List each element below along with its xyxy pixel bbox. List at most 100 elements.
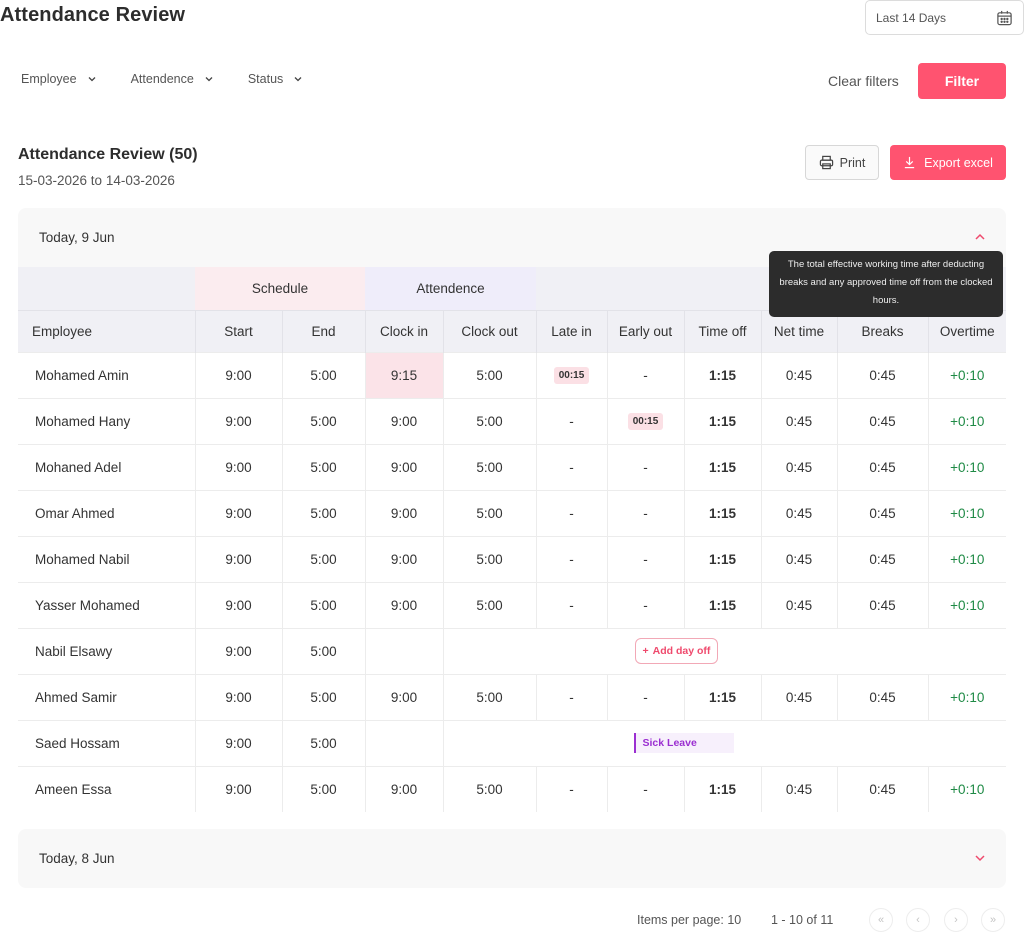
employee-name: Ameen Essa	[18, 765, 196, 812]
employee-name: Mohamed Nabil	[18, 535, 196, 582]
chevron-down-icon[interactable]	[974, 852, 986, 864]
early-out-value: -	[607, 673, 685, 720]
clock-in-time: 9:00	[365, 535, 444, 582]
group-header-schedule: Schedule	[195, 267, 366, 310]
printer-icon	[819, 155, 833, 170]
next-page-button[interactable]: ›	[944, 908, 968, 932]
end-time: 5:00	[282, 443, 366, 490]
employee-name: Yasser Mohamed	[18, 581, 196, 628]
prev-page-button[interactable]: ‹	[906, 908, 930, 932]
end-time: 5:00	[282, 397, 366, 444]
status-filter-label: Status	[247, 72, 284, 86]
time-off-value: 1:15	[684, 765, 762, 812]
overtime-value: +0:10	[928, 535, 1007, 582]
table-row: Mohamed Amin 9:00 5:00 9:15 5:00 00:15 -…	[18, 351, 1007, 398]
export-label: Export excel	[924, 155, 993, 170]
early-out-value: -	[607, 581, 685, 628]
breaks-value: 0:45	[837, 535, 929, 582]
column-header-time-off: Time off	[684, 309, 762, 352]
net-time-value: 0:45	[761, 397, 838, 444]
table-row: Mohamed Hany 9:00 5:00 9:00 5:00 - 00:15…	[18, 397, 1007, 444]
late-in-value: -	[536, 397, 608, 444]
chevron-down-icon	[205, 77, 213, 82]
time-off-value: 1:15	[684, 535, 762, 582]
net-time-value: 0:45	[761, 581, 838, 628]
employee-name: Nabil Elsawy	[18, 627, 196, 674]
breaks-value: 0:45	[837, 673, 929, 720]
employee-name: Omar Ahmed	[18, 489, 196, 536]
clock-out-time: 5:00	[443, 581, 537, 628]
attendance-filter-dropdown[interactable]: Attendence	[131, 72, 214, 86]
late-in-value: -	[536, 535, 608, 582]
clock-out-time: 5:00	[443, 765, 537, 812]
page-range: 1 - 10 of 11	[771, 913, 834, 927]
review-title: Attendance Review (50)	[18, 146, 198, 163]
late-in-value: -	[536, 673, 608, 720]
early-out-value: -	[607, 535, 685, 582]
start-time: 9:00	[195, 581, 283, 628]
column-header-clock-out: Clock out	[443, 309, 537, 352]
table-row: Mohamed Nabil 9:00 5:00 9:00 5:00 - - 1:…	[18, 535, 1007, 582]
last-page-button[interactable]: »	[981, 908, 1005, 932]
time-off-value: 1:15	[684, 581, 762, 628]
clock-in-empty	[365, 627, 444, 674]
late-in-value: -	[536, 443, 608, 490]
day-section-collapsed[interactable]: Today, 8 Jun	[18, 829, 1006, 888]
column-header-early-out: Early out	[607, 309, 685, 352]
employee-filter-dropdown[interactable]: Employee	[21, 72, 97, 86]
add-day-off-button[interactable]: + Add day off	[634, 638, 719, 664]
filter-button[interactable]: Filter	[918, 63, 1006, 99]
start-time: 9:00	[195, 719, 283, 766]
employee-name: Ahmed Samir	[18, 673, 196, 720]
column-header-late-in: Late in	[536, 309, 608, 352]
overtime-value: +0:10	[928, 397, 1007, 444]
column-header-clock-in: Clock in	[365, 309, 444, 352]
attendance-table: Schedule Attendence Employee Start End C…	[18, 267, 1007, 812]
table-row: Yasser Mohamed 9:00 5:00 9:00 5:00 - - 1…	[18, 581, 1007, 628]
review-date-range: 15-03-2026 to 14-03-2026	[18, 173, 175, 188]
calendar-icon	[997, 10, 1012, 26]
group-header-blank	[18, 267, 195, 310]
time-off-value: 1:15	[684, 443, 762, 490]
print-label: Print	[839, 155, 866, 170]
start-time: 9:00	[195, 397, 283, 444]
overtime-value: +0:10	[928, 765, 1007, 812]
items-per-page[interactable]: Items per page: 10	[637, 913, 742, 927]
start-time: 9:00	[195, 535, 283, 582]
late-in-value: -	[536, 489, 608, 536]
clear-filters-link[interactable]: Clear filters	[828, 73, 899, 89]
net-time-value: 0:45	[761, 489, 838, 536]
table-row: Nabil Elsawy 9:00 5:00 + Add day off	[18, 627, 1007, 674]
overtime-value: +0:10	[928, 581, 1007, 628]
date-range-label: Last 14 Days	[876, 10, 947, 25]
clock-out-time: 5:00	[443, 351, 537, 398]
date-range-picker[interactable]: Last 14 Days	[865, 0, 1024, 35]
start-time: 9:00	[195, 673, 283, 720]
column-header-employee: Employee	[18, 309, 196, 352]
print-button[interactable]: Print	[805, 145, 879, 180]
filter-bar: Employee Attendence Status	[21, 72, 337, 86]
end-time: 5:00	[282, 627, 366, 674]
status-filter-dropdown[interactable]: Status	[248, 72, 303, 86]
overtime-value: +0:10	[928, 673, 1007, 720]
net-time-value: 0:45	[761, 673, 838, 720]
late-in-value: -	[536, 765, 608, 812]
chevron-up-icon[interactable]	[974, 231, 986, 243]
time-off-value: 1:15	[684, 673, 762, 720]
time-off-value: 1:15	[684, 489, 762, 536]
plus-icon: +	[642, 645, 649, 657]
first-page-button[interactable]: «	[869, 908, 893, 932]
day-header-label: Today, 9 Jun	[39, 230, 115, 245]
breaks-value: 0:45	[837, 443, 929, 490]
end-time: 5:00	[282, 489, 366, 536]
clock-in-time: 9:00	[365, 443, 444, 490]
chevron-down-icon	[294, 77, 302, 82]
export-excel-button[interactable]: Export excel	[890, 145, 1006, 180]
net-time-value: 0:45	[761, 351, 838, 398]
early-out-value: -	[607, 489, 685, 536]
download-icon	[904, 156, 915, 169]
attendance-filter-label: Attendence	[130, 72, 194, 86]
table-row: Ahmed Samir 9:00 5:00 9:00 5:00 - - 1:15…	[18, 673, 1007, 720]
clock-out-time: 5:00	[443, 489, 537, 536]
early-out-value: -	[607, 443, 685, 490]
